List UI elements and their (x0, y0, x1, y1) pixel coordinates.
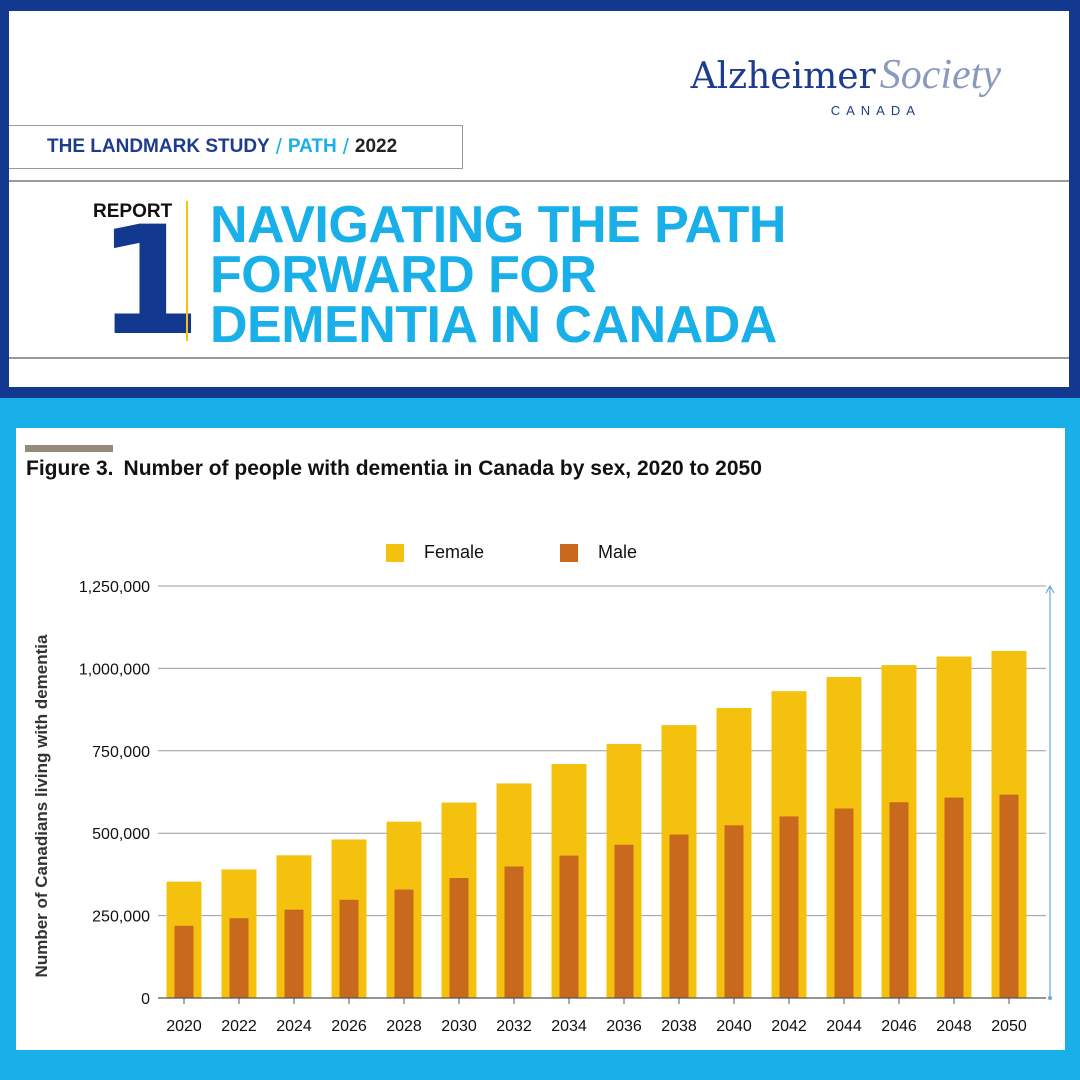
x-tick-label: 2046 (881, 1018, 917, 1035)
bar-male (834, 808, 854, 998)
x-tick-label: 2038 (661, 1018, 697, 1035)
report-number: 1 (97, 195, 202, 369)
bar-male (449, 878, 469, 998)
divider-top (9, 180, 1069, 182)
y-tick-label: 0 (141, 991, 150, 1008)
report-title-line: DEMENTIA IN CANADA (210, 296, 777, 354)
study-year-label: 2022 (354, 136, 398, 157)
scale-arrow-dot (1048, 996, 1052, 1000)
bar-male (284, 909, 304, 998)
x-tick-label: 2040 (716, 1018, 752, 1035)
y-tick-label: 750,000 (92, 744, 150, 761)
study-path-label: PATH (287, 136, 337, 157)
bar-male (724, 825, 744, 998)
legend-label-male: Male (598, 542, 638, 562)
divider-bottom (9, 357, 1069, 359)
figure-accent-bar (25, 445, 113, 452)
legend-item-female: Female (386, 542, 484, 563)
x-tick-label: 2034 (551, 1018, 587, 1035)
report-divider (186, 201, 188, 341)
y-tick-label: 250,000 (92, 909, 150, 926)
report-label: REPORT (93, 201, 173, 222)
bar-male (614, 844, 634, 998)
bar-male (669, 834, 689, 998)
study-breadcrumb: THE LANDMARK STUDY / PATH / 2022 (9, 125, 463, 169)
figure-title: Figure 3. Number of people with dementia … (26, 457, 762, 481)
x-tick-label: 2020 (166, 1018, 202, 1035)
y-tick-label: 1,000,000 (79, 661, 150, 678)
y-tick-label: 500,000 (92, 826, 150, 843)
legend-swatch-female (386, 543, 404, 562)
x-tick-label: 2028 (386, 1018, 422, 1035)
logo-wordmark: AlzheimerSociety (690, 52, 1001, 98)
y-tick-label: 1,250,000 (79, 579, 150, 596)
bar-male (174, 925, 194, 998)
bar-male (559, 855, 579, 998)
logo-main-text: Alzheimer (690, 56, 876, 97)
x-tick-label: 2036 (606, 1018, 642, 1035)
x-tick-label: 2026 (331, 1018, 367, 1035)
bar-chart: 0 250,000 500,000 750,000 1,000,000 1,250,000… (32, 579, 1055, 1035)
bar-male (394, 889, 414, 998)
y-axis-title: Number of Canadians living with dementia (32, 634, 51, 977)
legend-swatch-male (560, 543, 579, 562)
logo-subtext: CANADA (830, 103, 921, 118)
x-tick-label: 2030 (441, 1018, 477, 1035)
bar-male (999, 794, 1019, 998)
study-landmark-label: THE LANDMARK STUDY (47, 136, 270, 157)
bar-male (944, 797, 964, 998)
x-tick-label: 2044 (826, 1018, 862, 1035)
chart-panel: Figure 3. Number of people with dementia … (16, 428, 1065, 1050)
bar-male (779, 816, 799, 998)
x-tick-label: 2024 (276, 1018, 312, 1035)
alzheimer-society-logo: AlzheimerSociety CANADA (690, 52, 1001, 118)
report-title-line: FORWARD FOR (210, 246, 597, 304)
x-tick-label: 2050 (991, 1018, 1027, 1035)
x-tick-label: 2022 (221, 1018, 257, 1035)
logo-society-text: Society (879, 52, 1001, 98)
bar-male (229, 918, 249, 998)
chart-legend: Female Male (386, 542, 637, 563)
x-tick-label: 2048 (936, 1018, 972, 1035)
breadcrumb-separator: / (342, 134, 349, 159)
report-header: AlzheimerSociety CANADA THE LANDMARK STU… (9, 11, 1069, 387)
report-title-line: NAVIGATING THE PATH (210, 196, 786, 254)
scale-arrow-head (1045, 584, 1055, 594)
chart-title: Number of people with dementia in Canada… (123, 457, 762, 480)
bar-male (504, 866, 524, 998)
legend-label-female: Female (424, 542, 485, 562)
bar-male (889, 802, 909, 998)
bar-male (339, 899, 359, 998)
figure-label: Figure 3. (26, 457, 114, 480)
breadcrumb-separator: / (275, 134, 282, 159)
x-tick-label: 2042 (771, 1018, 807, 1035)
legend-item-male: Male (560, 542, 637, 563)
x-tick-label: 2032 (496, 1018, 532, 1035)
